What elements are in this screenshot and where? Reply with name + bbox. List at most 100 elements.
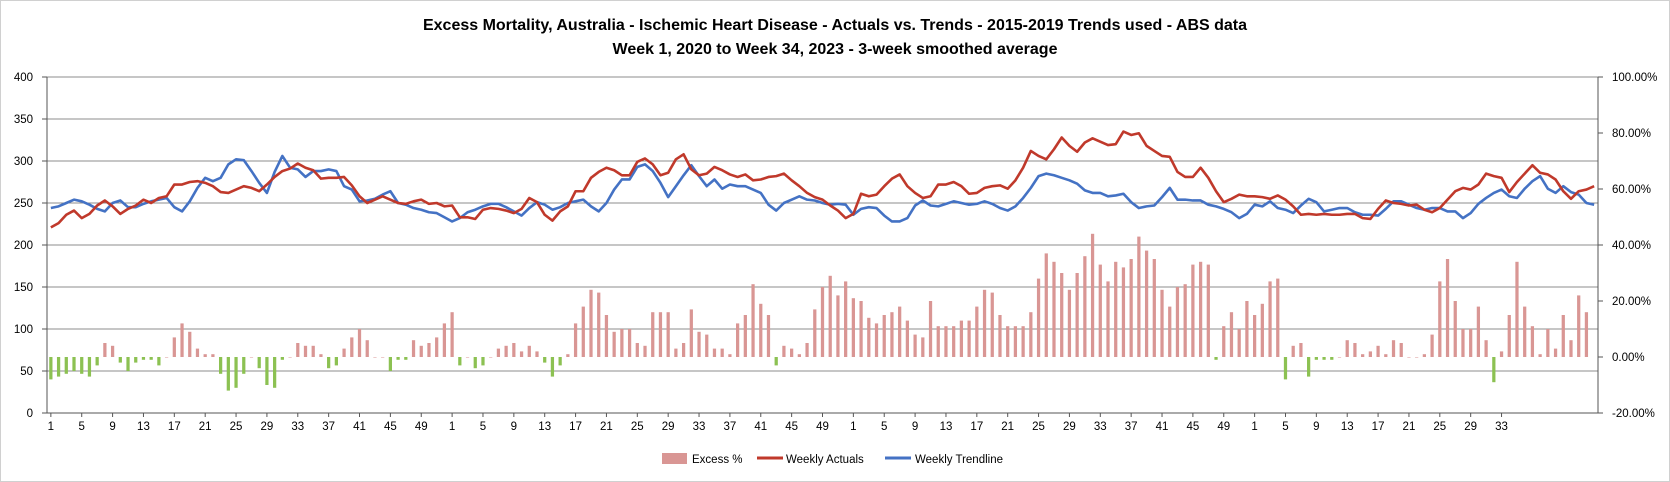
excess-bar <box>242 357 246 374</box>
excess-bar <box>1060 273 1064 357</box>
excess-bar <box>1252 315 1257 357</box>
excess-bar <box>373 357 377 358</box>
x-tick-label: 41 <box>1156 421 1169 433</box>
x-tick-label: 1 <box>1251 421 1257 433</box>
excess-bar <box>350 337 354 357</box>
excess-bar <box>1438 281 1442 357</box>
excess-bar <box>1160 289 1164 357</box>
excess-bar <box>566 354 570 357</box>
x-tick-label: 21 <box>199 421 212 433</box>
excess-bar <box>1523 306 1527 357</box>
excess-bar <box>1183 284 1187 357</box>
excess-bar <box>674 348 678 357</box>
excess-bar <box>319 354 323 357</box>
excess-bar <box>473 357 477 369</box>
excess-bar <box>411 340 416 357</box>
excess-bar <box>381 357 385 358</box>
excess-bar <box>134 357 138 363</box>
excess-bar <box>558 357 562 366</box>
excess-bar <box>1476 306 1481 357</box>
excess-bar <box>296 343 300 357</box>
excess-bar <box>867 317 871 357</box>
excess-bar <box>928 301 933 357</box>
y-left-tick-label: 50 <box>20 366 33 378</box>
x-tick-label: 33 <box>1094 421 1107 433</box>
excess-bar <box>180 323 184 357</box>
excess-bar <box>1384 354 1388 357</box>
excess-bar <box>651 312 655 357</box>
excess-bar <box>249 357 254 358</box>
excess-bar <box>1538 354 1542 357</box>
excess-bar <box>157 357 161 366</box>
excess-bar <box>944 326 948 357</box>
x-tick-label: 33 <box>693 421 706 433</box>
excess-bar <box>1075 273 1079 357</box>
excess-bar <box>1368 351 1372 357</box>
excess-bar <box>975 306 979 357</box>
excess-bar <box>56 357 61 377</box>
excess-bar <box>743 315 747 357</box>
excess-bar <box>87 357 92 377</box>
excess-bar <box>1469 329 1473 357</box>
excess-bar <box>643 345 647 357</box>
excess-bar <box>419 345 423 357</box>
excess-bar <box>1098 264 1102 357</box>
y-left-tick-label: 350 <box>14 114 33 126</box>
excess-bar <box>1083 256 1087 357</box>
excess-bar <box>450 312 454 357</box>
excess-bar <box>1507 315 1511 357</box>
excess-bar <box>1021 326 1025 357</box>
excess-bar <box>118 357 122 363</box>
excess-bar <box>782 345 786 357</box>
excess-bar <box>1553 348 1558 357</box>
x-tick-label: 13 <box>137 421 150 433</box>
excess-bar <box>195 348 200 357</box>
excess-bar <box>103 343 107 357</box>
excess-bar <box>1052 261 1056 357</box>
excess-bar <box>1330 357 1334 360</box>
excess-bar <box>844 281 848 357</box>
excess-bar <box>967 320 971 357</box>
excess-bar <box>1415 357 1419 358</box>
excess-bar <box>921 337 925 357</box>
excess-bar <box>805 343 809 357</box>
excess-bar <box>689 309 693 357</box>
excess-bar <box>1044 253 1048 357</box>
excess-bar <box>435 337 439 357</box>
excess-bar <box>543 357 547 363</box>
excess-bar <box>735 323 740 357</box>
x-tick-label: 17 <box>569 421 582 433</box>
excess-bar <box>257 357 261 369</box>
excess-bar <box>813 309 817 357</box>
excess-bar <box>681 343 686 357</box>
x-tick-label: 17 <box>970 421 983 433</box>
excess-bar <box>1214 357 1218 360</box>
excess-bar <box>427 343 431 357</box>
x-tick-label: 45 <box>384 421 397 433</box>
excess-bar <box>357 329 362 357</box>
excess-bar <box>905 320 910 357</box>
excess-bar <box>1345 340 1349 357</box>
excess-bar <box>581 306 585 357</box>
y-right-tick-label: -20.00% <box>1612 408 1655 420</box>
excess-bar <box>1168 306 1172 357</box>
excess-bar <box>334 357 338 366</box>
x-tick-label: 29 <box>662 421 675 433</box>
x-tick-label: 49 <box>816 421 829 433</box>
excess-bar <box>1492 357 1496 383</box>
excess-bar <box>1198 261 1203 357</box>
y-right-tick-label: 60.00% <box>1612 184 1651 196</box>
x-tick-label: 5 <box>480 421 486 433</box>
chart-title: Excess Mortality, Australia - Ischemic H… <box>423 17 1247 34</box>
x-tick-label: 21 <box>600 421 613 433</box>
excess-bar <box>1245 301 1249 357</box>
x-tick-label: 33 <box>1495 421 1508 433</box>
excess-bar <box>635 343 639 357</box>
excess-bar <box>1152 259 1156 357</box>
excess-bar <box>226 357 230 391</box>
excess-bar <box>1314 357 1318 360</box>
legend-label-trendline: Weekly Trendline <box>915 454 1003 466</box>
x-tick-label: 9 <box>912 421 918 433</box>
x-tick-label: 29 <box>1063 421 1076 433</box>
